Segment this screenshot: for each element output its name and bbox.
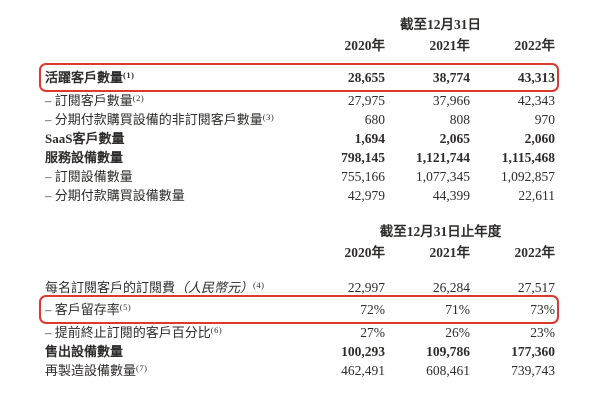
row-value: 970	[534, 112, 555, 127]
row-label: – 訂閱設備數量	[45, 169, 133, 184]
year-header: 2021年	[429, 245, 471, 260]
period-header: 截至12月31日止年度	[379, 224, 502, 239]
row-label: – 提前終止訂閱的客戶百分比(6)	[45, 325, 223, 340]
year-header: 2022年	[514, 245, 556, 260]
table-row: SaaS客戶數量 1,694 2,065 2,060	[45, 129, 555, 148]
row-value: 1,092,857	[501, 169, 555, 184]
row-label: SaaS客戶數量	[45, 131, 125, 146]
row-value: 44,399	[432, 188, 470, 203]
row-label: 活躍客戶數量(1)	[45, 70, 135, 85]
period-header: 截至12月31日	[400, 17, 481, 32]
customer-device-metrics-table: 截至12月31日 2020年 2021年 2022年 活躍客戶數量(1) 28,655…	[39, 16, 559, 205]
row-value: 2,060	[524, 131, 555, 146]
footnote-ref: (2)	[132, 93, 145, 103]
year-header: 2020年	[344, 38, 386, 53]
row-value: 462,491	[341, 363, 385, 378]
row-value: 798,145	[341, 150, 385, 165]
table-rows: 每名訂閱客戶的訂閱費（人民幣元）(4) 22,997 26,284 27,517– 客…	[39, 278, 559, 380]
row-label: 再製造設備數量(7)	[45, 363, 148, 378]
row-value: 1,121,744	[416, 150, 470, 165]
footnote-ref: (4)	[253, 280, 265, 290]
row-value: 100,293	[341, 344, 385, 359]
row-value: 42,979	[347, 188, 385, 203]
row-value: 23%	[530, 325, 555, 340]
row-label: – 訂閱客戶數量(2)	[45, 93, 145, 108]
row-value: 27,975	[347, 93, 385, 108]
row-value: 808	[449, 112, 470, 127]
row-label: 每名訂閱客戶的訂閱費（人民幣元）(4)	[45, 280, 265, 295]
table-row: – 訂閱設備數量 755,166 1,077,345 1,092,857	[45, 167, 555, 186]
year-header: 2021年	[429, 38, 471, 53]
label-column-spacer	[45, 243, 300, 262]
footnote-ref: (1)	[123, 70, 135, 80]
table-row: – 訂閱客戶數量(2) 27,975 37,966 42,343	[45, 91, 555, 110]
row-value: 680	[364, 112, 385, 127]
row-value: 2,065	[439, 131, 470, 146]
footnote-ref: (6)	[210, 325, 223, 335]
table-rows: 活躍客戶數量(1) 28,655 38,774 43,313 – 訂閱客戶數量(2) 27…	[39, 63, 559, 205]
row-value: 22,997	[347, 280, 385, 295]
row-value: 739,743	[511, 363, 555, 378]
row-value: 27,517	[517, 280, 555, 295]
row-label: 服務設備數量	[45, 150, 124, 165]
year-headers: 2020年 2021年 2022年	[45, 243, 556, 262]
year-headers: 2020年 2021年 2022年	[45, 36, 556, 55]
row-value: 1,077,345	[416, 169, 470, 184]
row-label: – 分期付款購買設備數量	[45, 188, 185, 203]
table-row: – 客戶留存率(5) 72% 71% 73%	[39, 295, 559, 324]
subscription-metrics-table: 截至12月31日止年度 2020年 2021年 2022年 每名訂閱客戶的訂閱費（人…	[39, 223, 559, 380]
table-row: 服務設備數量 798,145 1,121,744 1,115,468	[45, 148, 555, 167]
row-value: 38,774	[432, 70, 470, 85]
footnote-ref: (5)	[119, 302, 132, 312]
row-label-paren: （人民幣元）	[175, 280, 254, 295]
row-value: 37,966	[432, 93, 470, 108]
row-value: 608,461	[426, 363, 470, 378]
row-value: 42,343	[517, 93, 555, 108]
row-value: 755,166	[341, 169, 385, 184]
row-value: 22,611	[518, 188, 555, 203]
table-row: – 分期付款購買設備的非訂閱客戶數量(3) 680 808 970	[45, 110, 555, 129]
row-label: – 客戶留存率(5)	[45, 302, 132, 317]
row-value: 28,655	[347, 70, 385, 85]
row-value: 26%	[445, 325, 470, 340]
table-row: 每名訂閱客戶的訂閱費（人民幣元）(4) 22,997 26,284 27,517	[45, 278, 555, 297]
table-row: 活躍客戶數量(1) 28,655 38,774 43,313	[39, 63, 559, 92]
table-row: 再製造設備數量(7) 462,491 608,461 739,743	[45, 361, 555, 380]
row-value: 71%	[445, 302, 470, 317]
row-value: 177,360	[511, 344, 555, 359]
table-row: 售出設備數量 100,293 109,786 177,360	[45, 342, 555, 361]
row-value: 43,313	[517, 70, 555, 85]
year-header: 2020年	[344, 245, 386, 260]
footnote-ref: (7)	[136, 363, 148, 373]
row-value: 1,115,468	[501, 150, 555, 165]
table-row: – 分期付款購買設備數量 42,979 44,399 22,611	[45, 186, 555, 205]
row-label: 售出設備數量	[45, 344, 124, 359]
footnote-ref: (3)	[262, 112, 275, 122]
row-label: – 分期付款購買設備的非訂閱客戶數量(3)	[45, 112, 275, 127]
row-value: 1,694	[354, 131, 385, 146]
row-value: 73%	[530, 302, 555, 317]
row-value: 72%	[360, 302, 385, 317]
row-value: 27%	[360, 325, 385, 340]
row-value: 109,786	[426, 344, 470, 359]
row-value: 26,284	[432, 280, 470, 295]
label-column-spacer	[45, 36, 300, 55]
year-header: 2022年	[514, 38, 556, 53]
table-row: – 提前終止訂閱的客戶百分比(6) 27% 26% 23%	[45, 323, 555, 342]
